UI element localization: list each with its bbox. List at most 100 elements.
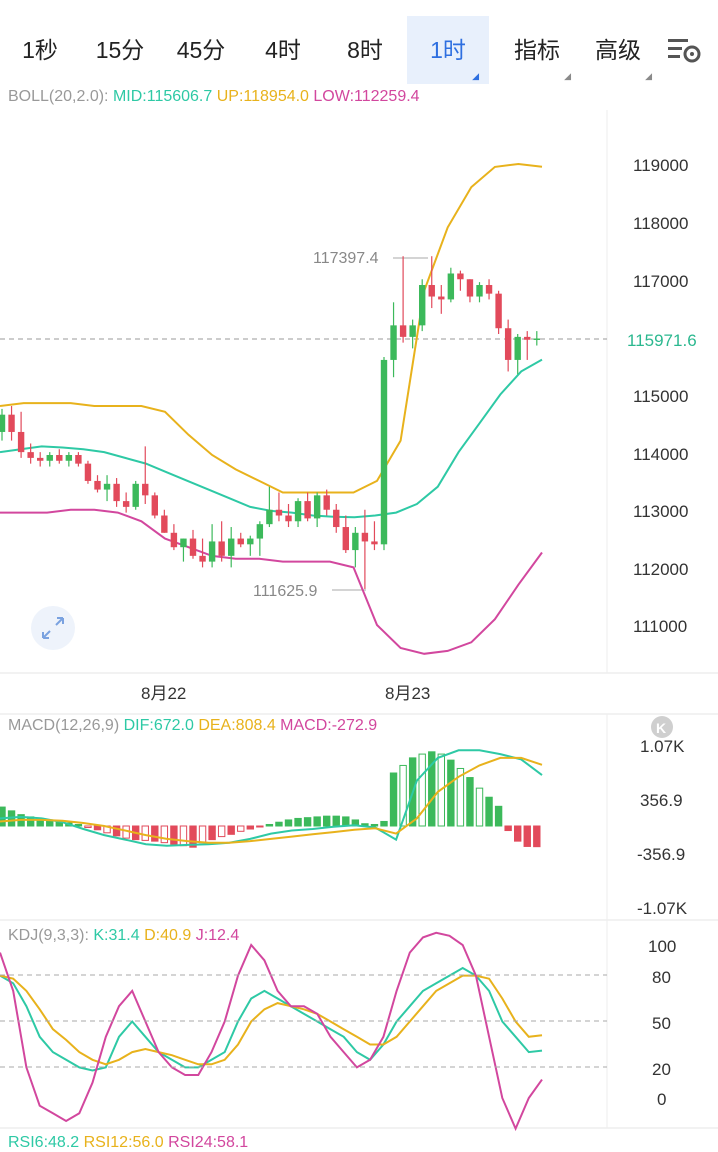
candle-body [180, 538, 187, 548]
macd-bar [514, 825, 522, 842]
candle-body [524, 336, 531, 340]
macd-dea-line [0, 756, 543, 844]
macd-settings-letter: K [656, 720, 666, 736]
tab-label: 1时 [430, 37, 466, 63]
candle-body [237, 538, 244, 545]
dropdown-triangle-icon: ◢ [645, 71, 652, 81]
candle-body [94, 480, 101, 490]
macd-bar [93, 825, 102, 831]
kdj-d-line [0, 974, 543, 1066]
dropdown-triangle-icon: ◢ [564, 71, 571, 81]
macd-bar [323, 815, 331, 827]
candle-body [380, 359, 388, 545]
kdj-j: J:12.4 [195, 927, 240, 944]
macd-bar [380, 820, 388, 827]
tab-label: 8时 [347, 37, 383, 63]
tab-advanced[interactable]: 高级 ◢ [578, 16, 658, 84]
candle-body [27, 452, 34, 458]
macd-tick: -1.07K [637, 899, 688, 918]
macd-bar [275, 821, 283, 827]
macd-bar [399, 764, 407, 827]
candle-body [37, 457, 44, 461]
candle-body [352, 532, 359, 551]
macd-bar [428, 751, 436, 827]
tab-label: 15分 [95, 37, 145, 63]
candle-body [65, 455, 73, 461]
candle-body [228, 538, 235, 556]
candle-body [428, 285, 435, 297]
macd-bar [523, 825, 531, 847]
candle-body [304, 501, 311, 519]
candle-body [256, 524, 264, 539]
tab-15m[interactable]: 15分 [80, 16, 160, 84]
macd-bar [332, 815, 340, 827]
macd-settings-icon[interactable] [651, 716, 673, 738]
macd-bar [342, 816, 350, 827]
boll-name: BOLL(20,2.0): [8, 88, 109, 105]
tab-45m[interactable]: 45分 [160, 16, 242, 84]
candle-body [132, 483, 139, 507]
macd-bar [466, 777, 474, 827]
tab-8h[interactable]: 8时 [324, 16, 406, 84]
tab-1s[interactable]: 1秒 [0, 16, 80, 84]
candle-body [170, 532, 178, 548]
boll-mid: MID:115606.7 [112, 88, 213, 105]
macd-bar [494, 805, 503, 827]
macd-bar [418, 753, 426, 827]
tab-4h[interactable]: 4时 [242, 16, 324, 84]
candle-body [142, 483, 149, 496]
candle-body [189, 538, 197, 556]
macd-bar [84, 825, 92, 829]
macd-bar [112, 825, 121, 837]
macd-bar [456, 767, 465, 827]
macd-bar [208, 825, 216, 841]
date-label: 8月22 [141, 684, 186, 703]
tab-label: 1秒 [22, 37, 58, 63]
tab-label: 指标 [514, 37, 560, 63]
tab-label: 45分 [176, 37, 226, 63]
macd-bar [0, 806, 6, 827]
candle-body [75, 455, 82, 464]
kdj-j-line [0, 931, 543, 1132]
macd-bar [170, 825, 178, 845]
expand-icon[interactable] [31, 606, 75, 650]
candle-body [285, 515, 292, 522]
candle-body [208, 541, 216, 562]
candle-body [476, 285, 483, 297]
macd-bar [189, 825, 197, 848]
chart-settings-icon[interactable] [666, 34, 702, 66]
macd-tick: 1.07K [640, 737, 685, 756]
candle-body [122, 501, 130, 507]
macd-dif: DIF:672.0 [123, 717, 194, 734]
candle-body [514, 336, 521, 360]
candle-body [333, 509, 340, 528]
price-tick: 112000 [633, 560, 688, 579]
macd-bar [294, 817, 302, 827]
candle-body [466, 279, 474, 297]
dropdown-triangle-icon: ◢ [472, 71, 479, 81]
kdj-k-line [0, 966, 543, 1072]
macd-bar [437, 753, 446, 827]
candle-body [447, 273, 455, 300]
candle-body [0, 414, 6, 432]
candle-body [361, 532, 369, 542]
macd-bar [160, 825, 169, 844]
tab-indicators[interactable]: 指标 ◢ [497, 16, 577, 84]
tab-1h[interactable]: 1时 ◢ [407, 16, 489, 84]
timeframe-tabs: 1秒 15分 45分 4时 8时 1时 ◢ 指标 ◢ 高级 ◢ [0, 16, 718, 84]
candle-body [504, 328, 512, 360]
date-label: 8月23 [385, 684, 430, 703]
kdj-tick: 80 [652, 968, 671, 987]
candle-body [266, 509, 273, 525]
macd-dif-line [0, 749, 543, 847]
kdj-tick: 50 [652, 1014, 671, 1033]
candle-body [247, 538, 254, 545]
price-tick: 113000 [633, 502, 688, 521]
macd-bar [141, 825, 149, 841]
price-tick: 119000 [633, 156, 688, 175]
candle-body [151, 495, 158, 516]
low-annotation: 111625.9 [253, 583, 317, 600]
boll-legend: BOLL(20,2.0): MID:115606.7 UP:118954.0 L… [8, 88, 420, 106]
macd-bar [74, 823, 83, 827]
